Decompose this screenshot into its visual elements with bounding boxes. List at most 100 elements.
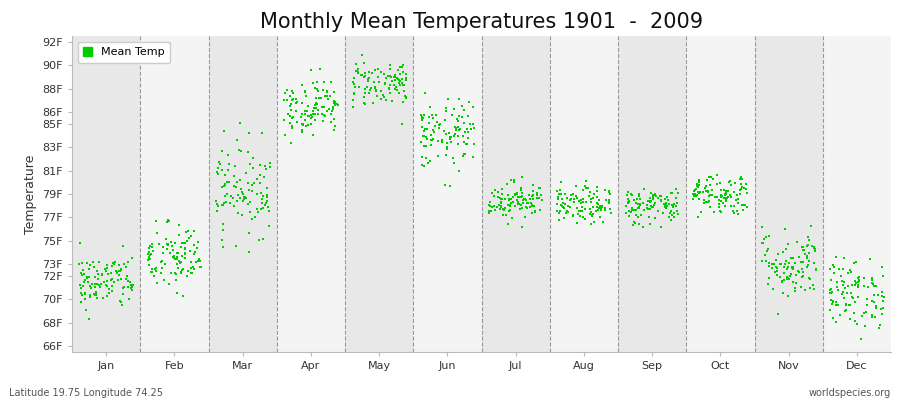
Point (164, 238, 178, 245)
Point (877, 294, 891, 300)
Point (517, 196, 531, 202)
Point (396, 62, 410, 68)
Point (451, 117, 465, 124)
Point (732, 211, 746, 217)
Point (277, 132, 292, 139)
Point (178, 255, 193, 261)
Point (482, 202, 496, 208)
Point (781, 241, 796, 248)
Point (168, 270, 183, 276)
Point (179, 238, 194, 244)
Point (194, 258, 208, 264)
Point (178, 250, 193, 256)
Point (145, 266, 159, 272)
Point (162, 280, 176, 287)
Point (146, 248, 160, 254)
Point (105, 260, 120, 266)
Point (214, 184, 229, 191)
Point (647, 215, 662, 221)
Point (396, 99, 410, 105)
Point (426, 127, 440, 133)
Point (91, 271, 105, 277)
Point (491, 202, 506, 208)
Point (847, 309, 861, 316)
Point (466, 104, 481, 110)
Point (88, 274, 103, 280)
Point (860, 309, 874, 316)
Point (416, 115, 430, 121)
Point (719, 195, 733, 202)
Point (293, 114, 308, 120)
Point (657, 201, 671, 208)
Point (556, 204, 571, 211)
Point (865, 298, 879, 304)
Point (440, 144, 454, 150)
Point (391, 76, 405, 82)
Point (175, 252, 189, 259)
Point (186, 266, 201, 272)
Point (192, 256, 206, 262)
Point (320, 88, 334, 94)
Point (844, 290, 859, 296)
Point (299, 123, 313, 129)
Point (387, 82, 401, 88)
Point (731, 196, 745, 202)
Point (106, 279, 121, 286)
Point (848, 282, 862, 288)
Point (91, 276, 105, 282)
Point (654, 193, 669, 200)
Point (868, 314, 882, 321)
Point (867, 283, 881, 289)
Point (399, 94, 413, 101)
Point (515, 190, 529, 196)
Point (394, 120, 409, 127)
Point (179, 229, 194, 236)
Point (160, 217, 175, 223)
Point (397, 88, 411, 94)
Point (322, 106, 337, 112)
Point (284, 100, 299, 107)
Point (388, 86, 402, 92)
Point (492, 195, 507, 201)
Point (729, 197, 743, 204)
Point (666, 204, 680, 211)
Point (589, 208, 603, 214)
Point (854, 336, 868, 342)
Point (777, 276, 791, 283)
Point (322, 93, 337, 100)
Bar (277, 36, 345, 352)
Point (788, 260, 803, 266)
Point (367, 84, 382, 90)
Point (620, 199, 634, 206)
Point (633, 201, 647, 207)
Point (102, 286, 116, 292)
Point (317, 112, 331, 118)
Point (702, 198, 716, 204)
Point (875, 292, 889, 299)
Point (500, 180, 514, 187)
Point (117, 261, 131, 267)
Point (452, 126, 466, 133)
Point (520, 204, 535, 211)
Point (281, 111, 295, 118)
Point (447, 131, 462, 137)
Point (866, 281, 880, 288)
Point (145, 244, 159, 250)
Point (622, 213, 636, 220)
Point (104, 283, 119, 289)
Point (415, 124, 429, 130)
Point (709, 181, 724, 188)
Point (804, 223, 818, 229)
Point (161, 242, 176, 248)
Point (253, 171, 267, 178)
Point (521, 192, 535, 198)
Point (574, 208, 589, 214)
Point (74, 285, 88, 291)
Point (714, 209, 728, 216)
Point (294, 82, 309, 88)
Point (516, 200, 530, 206)
Point (260, 198, 274, 204)
Point (526, 193, 540, 199)
Point (665, 211, 680, 218)
Point (850, 259, 864, 265)
